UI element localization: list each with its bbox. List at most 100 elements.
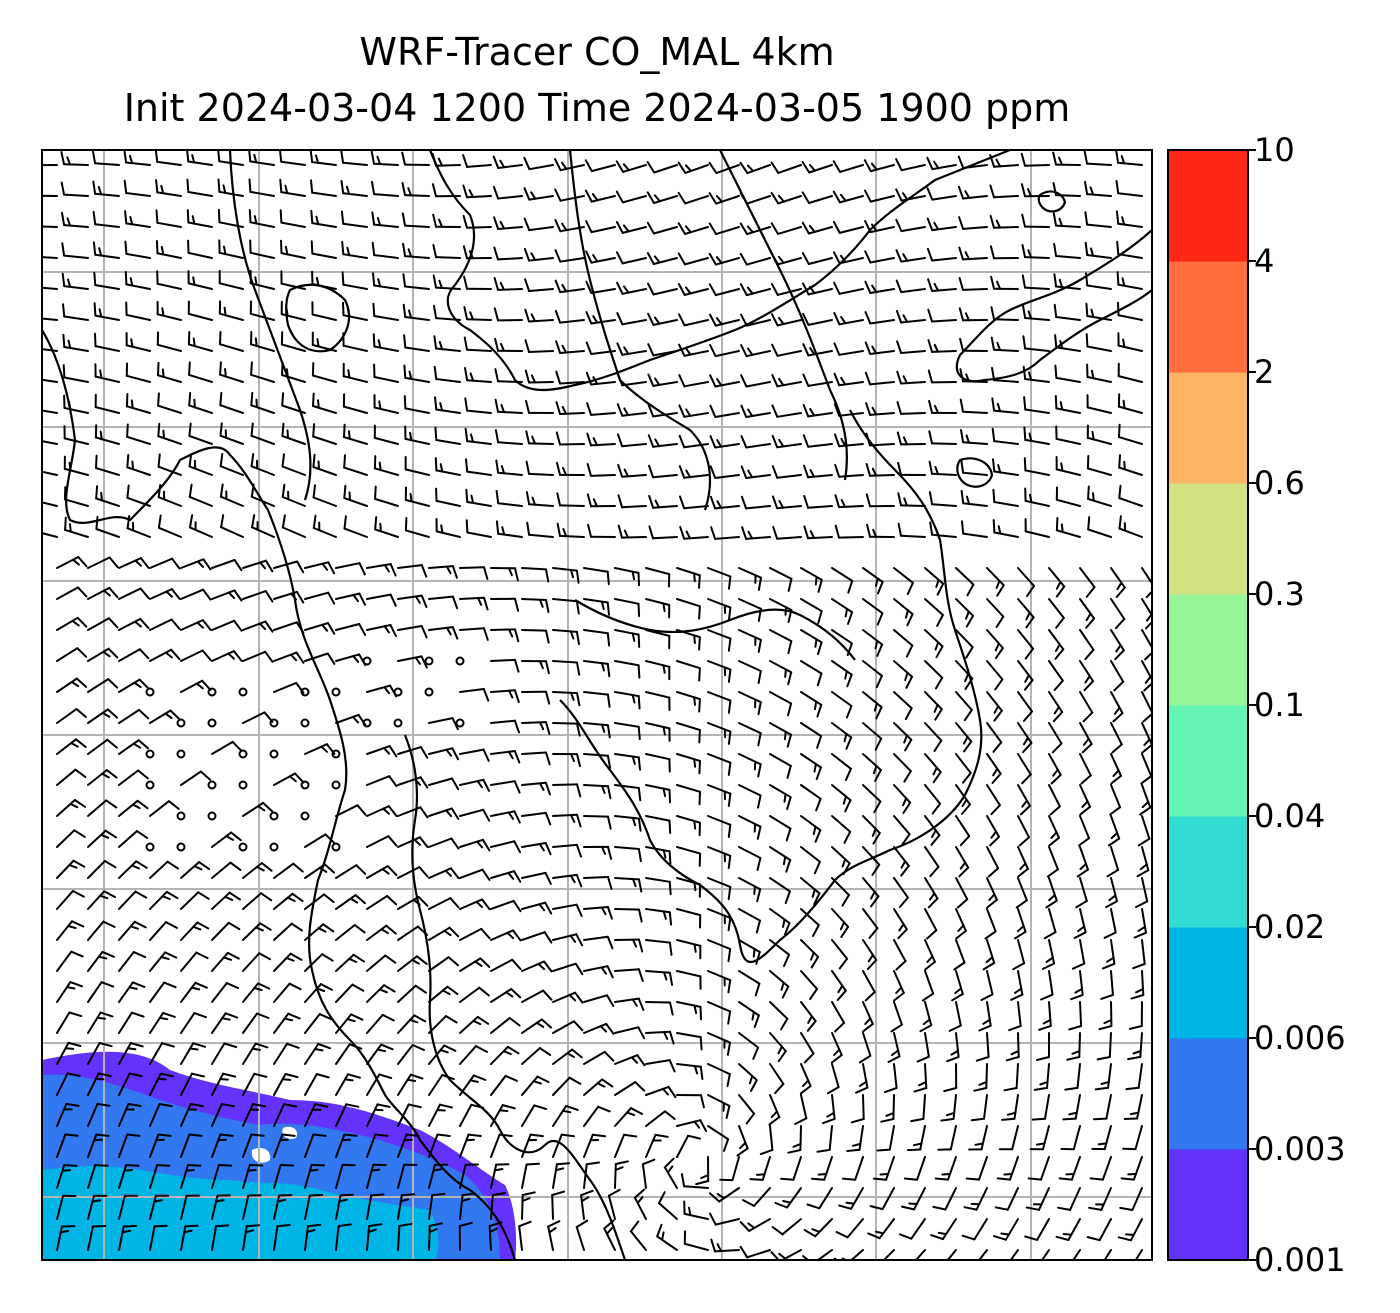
- wind-barb: [961, 520, 988, 538]
- wind-barb: [1101, 939, 1116, 970]
- wind-barb: [428, 956, 459, 972]
- wind-barb: [973, 1063, 988, 1092]
- wind-barb: [738, 1001, 760, 1028]
- coastline-west: [42, 329, 517, 1260]
- wind-barb: [273, 922, 303, 941]
- wind-barb: [895, 249, 926, 263]
- wind-barb: [955, 691, 973, 722]
- wind-barb: [1021, 213, 1050, 228]
- wind-barb: [771, 434, 802, 449]
- wind-barb: [56, 616, 88, 631]
- wind-barb: [898, 1218, 926, 1240]
- wind-barb: [1021, 244, 1050, 259]
- colorbar-tick-label: 0.006: [1254, 1019, 1346, 1057]
- wind-barb: [833, 281, 864, 295]
- wind-barb: [991, 366, 1019, 383]
- wind-barb: [1079, 753, 1092, 785]
- wind-barb: [219, 330, 244, 352]
- wind-barb: [304, 1223, 322, 1251]
- wind-barb: [525, 491, 554, 507]
- wind-barb: [56, 1041, 82, 1065]
- wind-barb: [1053, 242, 1081, 259]
- wind-barb: [676, 660, 701, 682]
- coastline-northeast: [955, 229, 1152, 383]
- wind-barb: [428, 897, 460, 910]
- wind-barb: [1119, 1187, 1143, 1211]
- wind-barb: [490, 628, 520, 643]
- wind-barb: [1127, 1032, 1143, 1061]
- wind-barb: [242, 650, 274, 663]
- wind-barb: [617, 433, 647, 448]
- wind-barb: [335, 804, 367, 817]
- wind-barb: [958, 277, 988, 291]
- wind-barb: [614, 815, 642, 832]
- wind-barb: [585, 250, 616, 264]
- wind-barb: [311, 301, 337, 321]
- wind-barb: [366, 593, 397, 607]
- wind-barb: [335, 924, 366, 941]
- wind-barb: [1023, 426, 1050, 445]
- wind-barb: [87, 556, 119, 569]
- wind-barb: [893, 660, 913, 689]
- wind-barb: [366, 865, 398, 879]
- wind-barb: [867, 1218, 895, 1240]
- wind-barb: [1043, 908, 1057, 940]
- wind-barb: [990, 336, 1019, 352]
- wind-barb: [494, 337, 523, 352]
- wind-barb: [269, 749, 279, 759]
- wind-barb: [707, 722, 732, 745]
- wind-barb: [56, 677, 88, 693]
- wind-barb: [1055, 486, 1081, 507]
- wind-barb: [211, 861, 242, 879]
- wind-barb: [1100, 970, 1114, 1000]
- wind-barb: [896, 340, 926, 354]
- wind-barb: [180, 891, 210, 910]
- wind-barb: [188, 422, 213, 445]
- wind-barb: [801, 191, 833, 204]
- wind-barb: [493, 307, 523, 322]
- wind-barb: [953, 939, 966, 971]
- wind-barb: [584, 189, 616, 203]
- wind-barb: [658, 1191, 678, 1220]
- wind-barb: [397, 806, 429, 819]
- wind-barb: [1040, 970, 1054, 1001]
- wind-barb: [118, 678, 150, 693]
- wind-barb: [1048, 691, 1064, 723]
- wind-barb: [862, 1001, 874, 1033]
- wind-barb: [123, 179, 151, 197]
- wind-barb: [583, 1078, 614, 1096]
- wind-barb: [676, 722, 701, 744]
- wind-barb: [433, 304, 461, 321]
- wind-barb: [897, 492, 926, 507]
- wind-barb: [1086, 363, 1112, 383]
- wind-barb: [366, 1133, 389, 1158]
- wind-barb: [641, 1158, 656, 1189]
- wind-barb: [663, 1157, 678, 1189]
- wind-barb: [963, 1187, 988, 1211]
- wind-barb: [156, 300, 182, 321]
- wind-barb: [583, 598, 610, 616]
- wind-barb: [311, 270, 337, 290]
- wind-barb: [739, 283, 771, 297]
- wind-barb: [992, 1218, 1019, 1241]
- wind-barb: [924, 815, 941, 846]
- wind-barb: [832, 160, 864, 173]
- wind-barb: [87, 647, 119, 662]
- wind-barb: [157, 392, 182, 414]
- wind-barb: [1088, 1187, 1112, 1211]
- wind-barb: [646, 221, 678, 235]
- wind-barb: [87, 586, 119, 600]
- wind-barb: [459, 566, 489, 580]
- wind-barb: [647, 373, 678, 387]
- wind-barb: [862, 753, 882, 782]
- wind-barb: [1022, 365, 1050, 383]
- wind-barb: [1048, 784, 1061, 816]
- wind-barb: [924, 567, 945, 596]
- wind-barb: [312, 514, 337, 538]
- wind-barb: [615, 160, 647, 173]
- wind-barb: [740, 435, 771, 449]
- wind-barb: [1110, 722, 1123, 754]
- wind-barb: [1048, 660, 1064, 691]
- wind-barb: [188, 361, 213, 383]
- wind-barb: [42, 532, 58, 538]
